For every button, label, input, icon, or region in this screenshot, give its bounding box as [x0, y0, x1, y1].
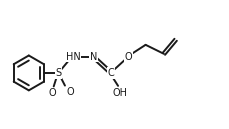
- Text: O: O: [66, 87, 74, 97]
- Text: C: C: [107, 68, 114, 78]
- Text: O: O: [49, 88, 56, 98]
- Text: HN: HN: [66, 52, 80, 62]
- Text: N: N: [90, 52, 97, 62]
- Text: O: O: [124, 52, 132, 62]
- Text: OH: OH: [112, 88, 128, 98]
- Text: S: S: [55, 68, 62, 78]
